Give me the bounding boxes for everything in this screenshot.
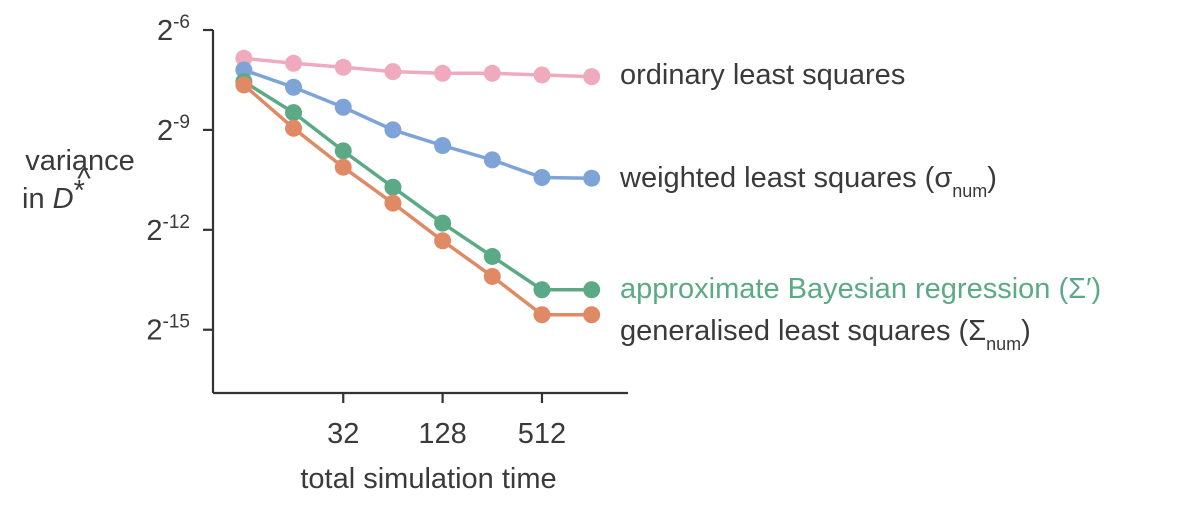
- series-ols: [235, 49, 601, 86]
- series-label-wls: weighted least squares (σnum): [619, 162, 997, 201]
- data-point-gls: [235, 76, 253, 94]
- series-group: [235, 49, 601, 324]
- data-point-gls: [334, 158, 352, 176]
- data-point-abr: [483, 247, 501, 265]
- series-label-gls: generalised least squares (Σnum): [620, 315, 1031, 354]
- data-point-abr: [583, 281, 601, 299]
- data-point-wls: [334, 98, 352, 116]
- data-point-wls: [583, 169, 601, 187]
- data-point-abr: [434, 214, 452, 232]
- y-tick-label: 2-6: [157, 12, 190, 47]
- data-point-wls: [483, 151, 501, 169]
- data-point-wls: [434, 137, 452, 155]
- data-point-wls: [285, 78, 303, 96]
- series-abr: [235, 73, 601, 299]
- data-point-gls: [533, 306, 551, 324]
- y-tick-label: 2-9: [157, 112, 190, 147]
- series-line-gls: [242, 83, 592, 317]
- data-point-ols: [583, 68, 601, 86]
- data-point-gls: [583, 306, 601, 324]
- data-point-ols: [434, 64, 452, 82]
- data-point-gls: [434, 232, 452, 250]
- axes: 2-6 2-9 2-12 2-15 32 128 512 total simulation t…: [22, 12, 628, 495]
- data-point-gls: [285, 119, 303, 137]
- x-tick-label: 32: [327, 418, 359, 450]
- data-point-ols: [384, 63, 402, 81]
- series-line-wls: [243, 68, 592, 180]
- data-point-gls: [384, 194, 402, 212]
- y-tick-label: 2-15: [146, 312, 190, 347]
- x-tick-label: 128: [418, 418, 466, 450]
- data-point-ols: [235, 49, 253, 67]
- series-labels: ordinary least squares weighted least squ…: [619, 59, 1101, 354]
- y-axis-label-line2: in D*: [22, 175, 85, 215]
- series-label-ols: ordinary least squares: [620, 59, 905, 91]
- series-gls: [235, 76, 601, 324]
- y-tick-label: 2-12: [146, 212, 190, 247]
- data-point-abr: [384, 178, 402, 196]
- data-point-abr: [533, 281, 551, 299]
- series-wls: [235, 61, 601, 187]
- data-point-ols: [483, 64, 501, 82]
- data-point-gls: [483, 267, 501, 285]
- series-label-abr: approximate Bayesian regression (Σ′): [620, 273, 1101, 305]
- data-point-wls: [235, 61, 253, 79]
- y-axis-label-hat: ^: [77, 163, 91, 195]
- x-axis-label: total simulation time: [300, 463, 556, 495]
- data-point-wls: [384, 121, 402, 139]
- series-line-abr: [242, 80, 592, 292]
- data-point-ols: [334, 58, 352, 76]
- data-point-abr: [285, 104, 303, 122]
- data-point-ols: [533, 66, 551, 84]
- data-point-wls: [533, 169, 551, 187]
- data-point-ols: [285, 54, 303, 72]
- x-tick-label: 512: [518, 418, 566, 450]
- y-axis-label-line1: variance: [25, 145, 135, 177]
- data-point-abr: [334, 142, 352, 160]
